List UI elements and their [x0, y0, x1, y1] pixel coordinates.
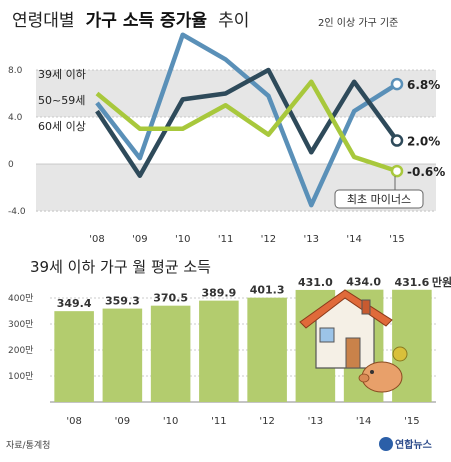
x-tick-label: '14 [346, 234, 361, 245]
bar-value-label: 431.6 [394, 276, 429, 289]
y-tick-label: 0 [8, 160, 14, 170]
x-tick-label: '10 [175, 234, 190, 245]
bar-value-label: 349.4 [57, 297, 92, 310]
logo-icon [379, 437, 393, 451]
x-tick-label: '11 [211, 416, 226, 427]
bar [54, 311, 94, 402]
x-tick-label: '15 [404, 416, 419, 427]
bar [199, 300, 239, 402]
series-label: 39세 이하 [38, 67, 86, 81]
end-point [390, 134, 404, 147]
end-value-label: 2.0% [407, 135, 440, 149]
bar-value-label: 431.0 [298, 276, 333, 289]
end-point [390, 164, 404, 178]
x-tick-label: '12 [261, 234, 276, 245]
end-value-label: 6.8% [407, 78, 440, 92]
x-tick-label: '11 [218, 234, 233, 245]
y-tick-label: 200만 [8, 345, 33, 356]
title-part-1: 연령대별 [12, 11, 75, 31]
bar-value-label: 359.3 [105, 295, 140, 308]
line-chart: 8.0 4.0 0 -4.0 '08 '09 '10 '11 '12 '13 '14 '15 6.8% 2… [8, 32, 445, 245]
house-icon [299, 289, 393, 369]
y-tick-label: -4.0 [8, 207, 26, 217]
annotation-box [334, 189, 424, 209]
x-tick-label: '09 [115, 416, 130, 427]
news-logo: 연합뉴스 [379, 437, 432, 451]
bar [247, 297, 287, 402]
x-tick-label: '15 [389, 234, 404, 245]
bar-value-label: 401.3 [250, 284, 285, 297]
title-part-2: 추이 [218, 11, 249, 31]
unit-label: 만원 [432, 275, 451, 289]
y-tick-label: 300만 [8, 319, 33, 330]
x-tick-label: '10 [163, 416, 178, 427]
bar [150, 305, 191, 402]
piggy-bank-icon [358, 346, 408, 393]
bar-chart: 400만 300만 200만 100만 349.4 '08 359.3 '09 370.5 '10… [8, 275, 451, 427]
bar [102, 308, 143, 402]
page-title: 연령대별 가구 소득 증가율 추이 [12, 11, 249, 31]
series-line [95, 67, 399, 179]
x-tick-label: '14 [356, 416, 371, 427]
y-tick-label: 8.0 [8, 66, 23, 76]
bar-value-label: 389.9 [201, 287, 236, 300]
bar-value-label: 434.0 [346, 276, 381, 289]
end-value-label: -0.6% [407, 165, 445, 179]
bar-chart-title: 39세 이하 가구 월 평균 소득 [30, 258, 211, 276]
x-tick-label: '12 [259, 416, 274, 427]
x-tick-label: '08 [89, 234, 104, 245]
end-point [390, 77, 404, 91]
x-tick-label: '13 [308, 416, 323, 427]
series-label: 60세 이상 [38, 120, 86, 133]
y-tick-label: 400만 [8, 293, 33, 304]
y-tick-label: 4.0 [8, 113, 23, 123]
bar-value-label: 370.5 [153, 292, 188, 305]
series-line [95, 79, 398, 174]
chart-subtitle: 2인 이상 가구 기준 [318, 17, 398, 29]
x-tick-label: '08 [66, 416, 81, 427]
y-tick-label: 100만 [8, 371, 33, 382]
title-part-bold: 가구 소득 증가율 [86, 11, 208, 31]
x-tick-label: '09 [132, 234, 147, 245]
annotation-text: 최초 마이너스 [347, 193, 411, 206]
series-line [95, 32, 399, 208]
series-label: 50~59세 [38, 94, 85, 107]
source-label: 자료/통계청 [6, 439, 50, 451]
x-tick-label: '13 [304, 234, 319, 245]
logo-text: 연합뉴스 [395, 438, 432, 451]
